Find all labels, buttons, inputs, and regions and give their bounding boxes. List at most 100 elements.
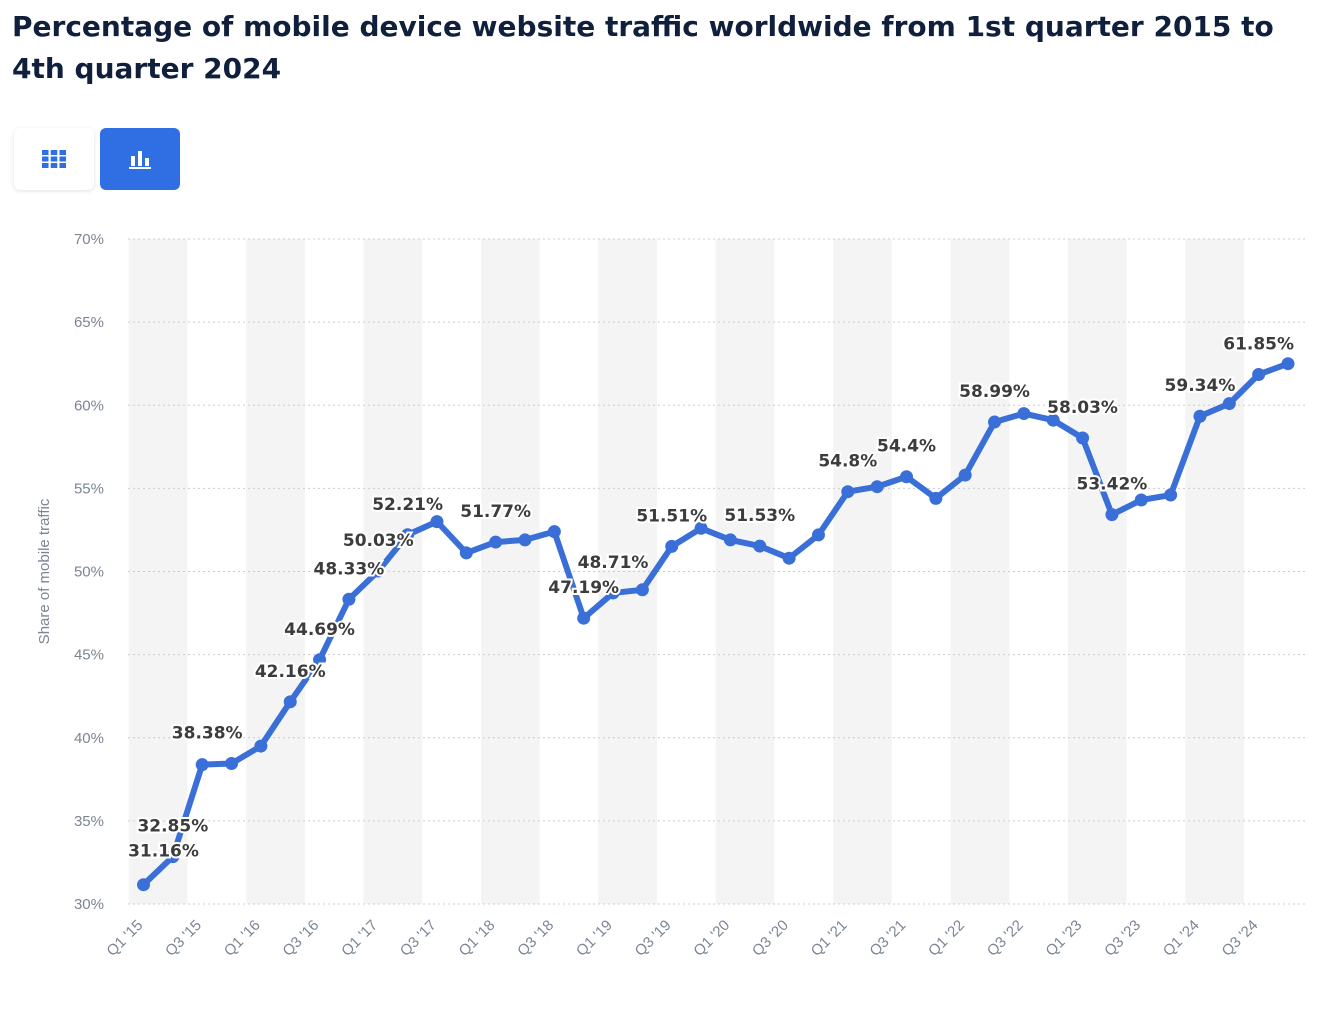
chart-title: Percentage of mobile device website traf… [12,10,1274,85]
plot-band [1067,239,1127,904]
data-point[interactable] [371,564,385,578]
x-axis-ticks: Q1 '15 Q3 '15 Q1 '16 Q3 '16 Q1 '17 Q3 '17 Q1 '… [103,917,1261,960]
data-point[interactable] [166,850,180,864]
data-point[interactable] [635,583,649,597]
data-label: 54.8% [818,452,877,472]
data-point[interactable] [606,586,620,600]
y-tick-label: 45% [74,647,104,664]
data-point[interactable] [694,521,708,535]
x-tick-label: Q3 '15 [162,917,205,960]
x-tick-label: Q3 '19 [632,917,675,960]
data-point[interactable] [137,878,150,892]
data-point[interactable] [723,533,737,547]
x-tick-label: Q3 '16 [279,917,322,960]
data-point[interactable] [342,592,356,606]
data-point[interactable] [782,551,796,565]
data-point[interactable] [1193,409,1207,423]
table-grid-icon [42,150,66,168]
y-tick-label: 50% [74,564,104,581]
y-axis-title: Share of mobile traffic [36,498,53,644]
x-tick-label: Q3 '17 [397,917,440,960]
x-tick-label: Q3 '21 [866,917,909,960]
data-point[interactable] [958,468,972,482]
series-line [140,360,1291,888]
y-tick-label: 35% [74,813,104,830]
data-point[interactable] [489,535,503,549]
data-point[interactable] [313,653,327,667]
data-label: 61.85% [1223,334,1294,354]
data-point[interactable] [811,528,825,542]
x-tick-label: Q1 '15 [103,917,146,960]
data-point[interactable] [401,528,415,542]
data-point[interactable] [1222,397,1236,411]
data-point[interactable] [1281,357,1295,371]
data-point[interactable] [900,470,913,484]
data-point[interactable] [459,546,473,560]
data-point[interactable] [988,415,1002,429]
data-label: 47.19% [548,578,619,598]
data-point[interactable] [577,611,591,625]
data-point[interactable] [1046,413,1060,427]
y-tick-label: 65% [74,314,104,331]
data-label: 52.21% [372,495,443,515]
data-label: 53.42% [1077,475,1148,495]
chart-view-button[interactable] [100,128,180,190]
data-point[interactable] [1164,488,1178,502]
data-points [137,357,1295,892]
data-point[interactable] [753,539,767,553]
y-tick-label: 70% [74,231,104,248]
x-tick-label: Q1 '24 [1160,917,1203,960]
x-tick-label: Q1 '23 [1042,917,1085,960]
data-point[interactable] [547,525,561,539]
x-tick-label: Q3 '24 [1219,917,1262,960]
data-label: 50.03% [343,531,414,551]
x-tick-label: Q3 '18 [514,917,557,960]
data-point[interactable] [929,491,943,505]
data-label: 32.85% [137,817,208,837]
x-tick-label: Q1 '21 [808,917,851,960]
data-point[interactable] [225,757,239,771]
data-point[interactable] [254,739,268,753]
data-label: 58.03% [1047,398,1118,418]
data-label: 58.99% [959,382,1030,402]
data-label: 54.4% [877,437,936,457]
data-label: 48.33% [314,559,385,579]
x-tick-label: Q1 '22 [925,917,968,960]
data-point[interactable] [1105,508,1119,522]
data-point[interactable] [1252,367,1266,381]
gridlines [128,238,1305,905]
x-tick-label: Q3 '23 [1101,917,1144,960]
x-tick-label: Q1 '19 [573,917,616,960]
data-label: 48.71% [578,553,649,573]
y-tick-label: 55% [74,480,104,497]
data-point[interactable] [430,515,444,529]
data-label: 51.77% [460,502,531,522]
data-label: 59.34% [1165,376,1236,396]
data-label: 51.51% [636,506,707,526]
data-point[interactable] [195,758,209,772]
data-point[interactable] [283,695,297,709]
data-label: 51.53% [724,506,795,526]
data-point[interactable] [870,480,884,494]
x-tick-label: Q1 '16 [221,917,264,960]
data-point[interactable] [1076,431,1090,445]
series-polyline [140,360,1291,888]
x-tick-label: Q3 '20 [749,917,792,960]
data-point[interactable] [1134,493,1148,507]
data-label: 38.38% [172,724,243,744]
data-point[interactable] [841,485,855,499]
x-tick-label: Q1 '17 [338,917,381,960]
table-view-button[interactable] [14,128,94,190]
x-tick-label: Q3 '22 [984,917,1027,960]
data-label: 42.16% [255,662,326,682]
data-labels: 31.16% 32.85% 38.38% 42.16% 44.69% 48.33% 50.0… [126,332,1296,863]
data-point[interactable] [518,533,532,547]
view-toggle [14,128,180,190]
data-point[interactable] [1017,407,1031,421]
x-tick-label: Q1 '18 [456,917,499,960]
data-label: 44.69% [284,620,355,640]
plot-band [833,239,892,904]
data-label: 31.16% [128,842,199,862]
data-point[interactable] [665,539,679,553]
